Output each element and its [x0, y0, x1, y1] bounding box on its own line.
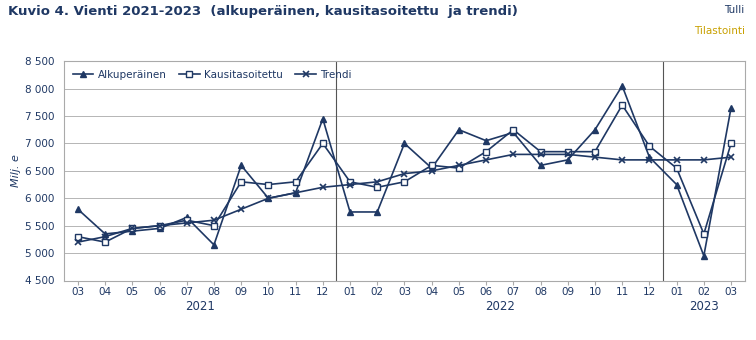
Alkuperäinen	[699, 254, 708, 258]
Alkuperäinen	[427, 166, 436, 170]
Alkuperäinen	[318, 117, 327, 121]
Trendi	[318, 185, 327, 189]
Y-axis label: Milj. e: Milj. e	[11, 154, 21, 187]
Trendi	[101, 235, 110, 239]
Kausitasoitettu	[209, 224, 218, 228]
Trendi	[482, 158, 491, 162]
Trendi	[645, 158, 654, 162]
Kausitasoitettu	[101, 240, 110, 244]
Alkuperäinen	[618, 84, 627, 88]
Alkuperäinen	[645, 155, 654, 159]
Alkuperäinen	[128, 229, 137, 233]
Kausitasoitettu	[73, 235, 82, 239]
Alkuperäinen	[727, 106, 736, 110]
Trendi	[727, 155, 736, 159]
Trendi	[699, 158, 708, 162]
Text: 2021: 2021	[185, 300, 215, 313]
Trendi	[590, 155, 600, 159]
Kausitasoitettu	[345, 180, 355, 184]
Trendi	[563, 152, 572, 156]
Kausitasoitettu	[264, 183, 273, 187]
Kausitasoitettu	[618, 103, 627, 107]
Kausitasoitettu	[318, 141, 327, 146]
Trendi	[291, 191, 300, 195]
Kausitasoitettu	[482, 150, 491, 154]
Kausitasoitettu	[128, 226, 137, 231]
Kausitasoitettu	[427, 163, 436, 167]
Alkuperäinen	[400, 141, 409, 146]
Trendi	[454, 163, 463, 167]
Kausitasoitettu	[373, 185, 382, 189]
Alkuperäinen	[672, 183, 681, 187]
Alkuperäinen	[590, 128, 600, 132]
Alkuperäinen	[373, 210, 382, 214]
Alkuperäinen	[155, 226, 164, 231]
Kausitasoitettu	[182, 218, 191, 222]
Text: 2022: 2022	[485, 300, 515, 313]
Alkuperäinen	[182, 216, 191, 220]
Trendi	[672, 158, 681, 162]
Trendi	[128, 226, 137, 231]
Text: Kuvio 4. Vienti 2021-2023  (alkuperäinen, kausitasoitettu  ja trendi): Kuvio 4. Vienti 2021-2023 (alkuperäinen,…	[8, 5, 517, 18]
Kausitasoitettu	[590, 150, 600, 154]
Alkuperäinen	[101, 232, 110, 236]
Trendi	[618, 158, 627, 162]
Line: Trendi: Trendi	[74, 151, 735, 245]
Trendi	[209, 218, 218, 222]
Kausitasoitettu	[563, 150, 572, 154]
Kausitasoitettu	[536, 150, 545, 154]
Kausitasoitettu	[454, 166, 463, 170]
Alkuperäinen	[345, 210, 355, 214]
Legend: Alkuperäinen, Kausitasoitettu, Trendi: Alkuperäinen, Kausitasoitettu, Trendi	[70, 66, 355, 83]
Alkuperäinen	[237, 163, 246, 167]
Text: 2023: 2023	[689, 300, 719, 313]
Trendi	[345, 183, 355, 187]
Alkuperäinen	[209, 243, 218, 247]
Trendi	[155, 224, 164, 228]
Kausitasoitettu	[645, 144, 654, 148]
Kausitasoitettu	[699, 232, 708, 236]
Line: Alkuperäinen: Alkuperäinen	[75, 83, 734, 259]
Trendi	[400, 172, 409, 176]
Trendi	[237, 207, 246, 211]
Trendi	[182, 221, 191, 225]
Alkuperäinen	[563, 158, 572, 162]
Kausitasoitettu	[672, 166, 681, 170]
Trendi	[264, 196, 273, 200]
Text: Tulli: Tulli	[724, 5, 745, 15]
Trendi	[536, 152, 545, 156]
Trendi	[373, 180, 382, 184]
Alkuperäinen	[264, 196, 273, 200]
Kausitasoitettu	[509, 128, 518, 132]
Kausitasoitettu	[727, 141, 736, 146]
Alkuperäinen	[73, 207, 82, 211]
Trendi	[73, 240, 82, 244]
Kausitasoitettu	[155, 224, 164, 228]
Alkuperäinen	[482, 139, 491, 143]
Alkuperäinen	[509, 131, 518, 135]
Kausitasoitettu	[400, 180, 409, 184]
Kausitasoitettu	[237, 180, 246, 184]
Trendi	[427, 169, 436, 173]
Line: Kausitasoitettu: Kausitasoitettu	[75, 102, 734, 245]
Trendi	[509, 152, 518, 156]
Kausitasoitettu	[291, 180, 300, 184]
Alkuperäinen	[291, 191, 300, 195]
Text: Tilastointi: Tilastointi	[694, 26, 745, 35]
Alkuperäinen	[536, 163, 545, 167]
Alkuperäinen	[454, 128, 463, 132]
